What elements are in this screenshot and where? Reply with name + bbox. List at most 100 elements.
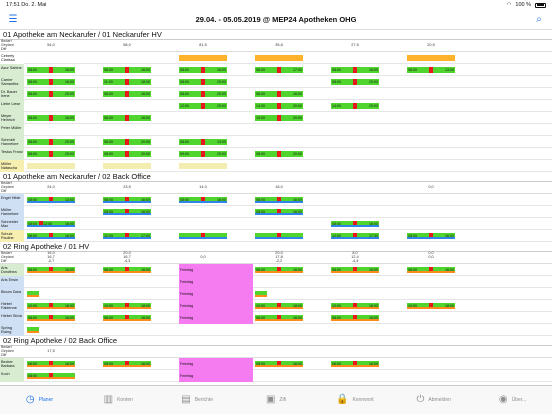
tab-abmelden[interactable]: ⏻ Abmelden xyxy=(394,386,473,414)
shift-bar[interactable]: 14:00 20:00 xyxy=(331,103,379,109)
shift-bar[interactable]: 08:00 16:00 xyxy=(103,315,151,321)
shift-bar[interactable]: 15:00 20:00 xyxy=(255,115,303,121)
employee-row[interactable]: Aris Dorothea 08:00 16:00 08:00 16:00 08:00 16… xyxy=(0,264,552,276)
employee-row[interactable]: Meyer Heinrich 08:00 16:00 08:00 16:00 15:00 2… xyxy=(0,112,552,124)
shift-bar[interactable]: 08:00 16:00 xyxy=(179,197,227,203)
shift-bar[interactable]: 08:00 16:00 xyxy=(407,233,455,239)
shift-bar[interactable]: 08:00 16:00 xyxy=(103,209,151,215)
tab-kennwort[interactable]: 🔒 Kennwort xyxy=(315,386,394,414)
shift-bar[interactable]: 10:00 18:00 xyxy=(255,303,303,309)
shift-bar[interactable]: 08:00 16:00 xyxy=(103,361,151,367)
shift-bar[interactable]: 08:00 16:00 xyxy=(407,267,455,273)
employee-row[interactable]: Hiebel Silvia 08:00 16:00 08:00 16:00 08:00 16… xyxy=(0,312,552,324)
shift-bar[interactable]: 08:00 16:00 xyxy=(27,267,75,273)
shift-bar[interactable]: 12:00 17:30 xyxy=(331,233,379,239)
shift-bar[interactable]: 08:00 16:00 xyxy=(179,67,227,73)
shift-bar[interactable]: 10:00 18:00 xyxy=(103,303,151,309)
shift-bar[interactable]: 08:00 12:00 xyxy=(27,221,53,227)
shift-bar[interactable]: 14:00 20:00 xyxy=(255,103,303,109)
shift-bar[interactable]: 08:00 16:00 xyxy=(103,197,151,203)
shift-bar[interactable] xyxy=(103,163,151,169)
tab-konten[interactable]: ▥ Konten xyxy=(79,386,158,414)
shift-bar[interactable] xyxy=(179,163,227,169)
shift-bar[interactable]: 08:00 16:00 xyxy=(331,221,379,227)
shift-bar[interactable]: 08:00 20:00 xyxy=(103,139,151,145)
shift-bar[interactable]: 08:00 13:00 xyxy=(27,197,75,203)
shift-bar[interactable]: 08:00 20:00 xyxy=(103,151,151,157)
shift-bar[interactable]: 08:00 16:00 xyxy=(27,233,75,239)
shift-bar[interactable] xyxy=(179,55,227,61)
employee-row[interactable]: Ceberty Clarissa xyxy=(0,52,552,64)
shift-bar[interactable]: 08:00 16:00 xyxy=(27,115,75,121)
employee-row[interactable]: Becker Barbara 08:00 16:00 08:00 16:00 08:00 1… xyxy=(0,358,552,370)
shift-bar[interactable]: 08:00 16:00 xyxy=(255,197,303,203)
shift-bar[interactable]: 08:00 16:00 xyxy=(103,67,151,73)
shift-bar[interactable]: 08:00 20:00 xyxy=(27,139,75,145)
shift-bar[interactable]: 12:00 17:00 xyxy=(103,233,151,239)
employee-row[interactable]: Peter Müller xyxy=(0,124,552,136)
employee-row[interactable]: Bloom Dara Feiertag xyxy=(0,288,552,300)
shift-bar[interactable]: 10:00 18:00 xyxy=(331,303,379,309)
shift-bar[interactable]: 08:00 20:00 xyxy=(27,151,75,157)
shift-bar[interactable]: 08:00 16:00 xyxy=(331,361,379,367)
shift-bar[interactable]: 08:00 16:00 xyxy=(255,267,303,273)
shift-bar[interactable]: 08:00 16:00 xyxy=(255,315,303,321)
shift-bar[interactable]: 08:00 16:00 xyxy=(255,209,303,215)
shift-bar[interactable]: 08:00 16:00 xyxy=(255,361,303,367)
shift-bar[interactable] xyxy=(27,327,39,333)
menu-icon[interactable]: ☰ xyxy=(8,14,18,25)
employee-row[interactable]: Liebe Liese 12:00 20:00 14:00 20:00 14:00 20:0… xyxy=(0,100,552,112)
shift-bar[interactable] xyxy=(255,55,303,61)
shift-bar[interactable]: 11:00 18:00 xyxy=(103,79,151,85)
tab-berichte[interactable]: ▤ Berichte xyxy=(158,386,237,414)
shift-bar[interactable] xyxy=(255,233,303,239)
tab-planer[interactable]: ◷ Planer xyxy=(0,386,79,414)
shift-bar[interactable] xyxy=(27,163,75,169)
shift-bar[interactable]: 08:00 xyxy=(27,373,75,379)
shift-bar[interactable]: 08:00 16:00 xyxy=(255,91,303,97)
shift-bar[interactable]: 08:00 20:00 xyxy=(179,91,227,97)
shift-bar[interactable]: 08:00 13:00 xyxy=(407,67,455,73)
shift-bar[interactable]: 08:00 16:00 xyxy=(331,315,379,321)
employee-row[interactable]: Testus Franz 08:00 20:00 08:00 20:00 09:00 20:… xyxy=(0,148,552,160)
shift-bar[interactable]: 08:00 16:00 xyxy=(331,67,379,73)
employee-row[interactable]: Schulz Pauline 08:00 16:00 12:00 17:00 12:00 1… xyxy=(0,230,552,242)
employee-row[interactable]: Aris Erwin Feiertag xyxy=(0,276,552,288)
shift-bar[interactable]: 08:00 16:00 xyxy=(103,267,151,273)
shift-bar[interactable]: 08:00 20:00 xyxy=(331,79,379,85)
planner-grid[interactable]: 01 Apotheke am Neckarufer / 01 Neckarufe… xyxy=(0,30,552,385)
shift-bar[interactable]: 08:00 20:00 xyxy=(179,79,227,85)
shift-bar[interactable]: 10:00 18:00 xyxy=(407,303,455,309)
shift-bar[interactable]: 08:00 16:00 xyxy=(27,315,75,321)
employee-row[interactable]: Koch 08:00 Feiertag xyxy=(0,370,552,382)
shift-bar[interactable]: 08:00 16:00 xyxy=(27,79,75,85)
shift-bar[interactable]: 10:00 18:00 xyxy=(27,303,75,309)
employee-row[interactable]: Hiebel Fabienne 10:00 18:00 10:00 18:00 10:00… xyxy=(0,300,552,312)
shift-bar[interactable]: 09:00 20:00 xyxy=(179,151,227,157)
shift-bar[interactable]: 08:00 20:00 xyxy=(27,91,75,97)
employee-row[interactable]: Müller Hannelore 08:00 16:00 08:00 16:00 xyxy=(0,206,552,218)
employee-row[interactable]: Engel Hilde 08:00 13:00 08:00 16:00 08:00 16:0… xyxy=(0,194,552,206)
shift-bar[interactable]: 08:00 16:00 xyxy=(27,361,75,367)
employee-row[interactable]: Carrier Samantha 08:00 16:00 11:00 18:00 08:0… xyxy=(0,76,552,88)
employee-row[interactable]: Azur Sabine 08:00 16:00 08:00 16:00 08:00 16:0… xyxy=(0,64,552,76)
tab-ber[interactable]: ◉ Über... xyxy=(473,386,552,414)
shift-bar[interactable] xyxy=(255,291,267,297)
shift-bar[interactable]: 08:00 16:00 xyxy=(103,91,151,97)
employee-row[interactable]: Müller Natascha xyxy=(0,160,552,172)
shift-bar[interactable]: 08:00 16:00 xyxy=(331,267,379,273)
employee-row[interactable]: Dr. Bauer Irene 08:00 20:00 08:00 16:00 08:00… xyxy=(0,88,552,100)
tab-zifi[interactable]: ▣ Zifi xyxy=(237,386,316,414)
shift-bar[interactable] xyxy=(27,291,39,297)
shift-bar[interactable]: 08:00 16:00 xyxy=(103,115,151,121)
search-icon[interactable]: ⌕ xyxy=(536,14,542,25)
employee-row[interactable]: Schmidt Hannelore 08:00 20:00 08:00 20:00 08:… xyxy=(0,136,552,148)
shift-bar[interactable]: 08:00 13:00 xyxy=(179,139,227,145)
shift-bar[interactable]: 08:00 20:00 xyxy=(255,151,303,157)
employee-row[interactable]: Spring Ewing xyxy=(0,324,552,336)
shift-bar[interactable] xyxy=(407,55,455,61)
shift-bar[interactable]: 08:00 17:00 xyxy=(255,67,303,73)
shift-bar[interactable] xyxy=(179,233,227,239)
shift-bar[interactable]: 12:00 20:00 xyxy=(179,103,227,109)
employee-row[interactable]: Schneider Max12:0016:0008:0012:0008:0016… xyxy=(0,218,552,230)
